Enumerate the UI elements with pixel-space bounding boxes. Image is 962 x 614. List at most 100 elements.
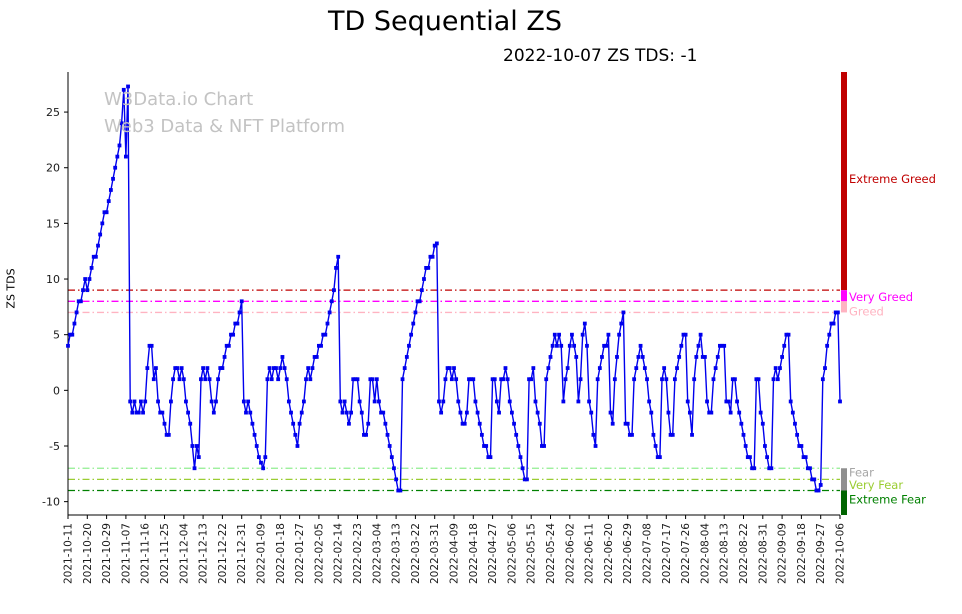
x-tick-label: 2022-02-14 xyxy=(333,523,345,584)
series-marker xyxy=(655,455,660,460)
series-marker xyxy=(795,432,800,437)
series-marker xyxy=(514,432,519,437)
series-marker xyxy=(347,421,351,426)
series-marker xyxy=(572,343,576,348)
series-marker xyxy=(565,366,570,370)
series-marker xyxy=(728,410,733,415)
series-marker xyxy=(507,399,512,404)
x-tick-label: 2021-10-20 xyxy=(82,523,94,584)
series-marker xyxy=(218,366,223,370)
x-tick-label: 2022-04-09 xyxy=(449,523,461,584)
series-marker xyxy=(344,410,349,415)
zone-bar xyxy=(841,490,847,515)
series-marker xyxy=(411,321,416,326)
watermark: W3Data.io Chart Web3 Data & NFT Platform xyxy=(104,86,345,140)
series-marker xyxy=(314,355,319,359)
x-tick-label: 2021-12-31 xyxy=(236,523,248,584)
series-marker xyxy=(252,432,257,437)
x-tick-label: 2021-10-11 xyxy=(63,523,75,584)
x-tick-label: 2022-08-22 xyxy=(738,523,750,584)
series-marker xyxy=(788,399,793,404)
series-marker xyxy=(207,377,212,382)
series-marker xyxy=(786,332,791,337)
series-marker xyxy=(737,410,742,415)
x-tick-label: 2022-07-08 xyxy=(642,523,654,584)
series-marker xyxy=(278,366,283,370)
series-marker xyxy=(574,355,579,359)
series-marker xyxy=(104,210,109,215)
x-tick-label: 2022-05-06 xyxy=(506,523,518,584)
series-marker xyxy=(355,377,360,382)
series-marker xyxy=(745,455,750,460)
series-marker xyxy=(632,377,637,382)
series-marker xyxy=(91,254,96,259)
series-marker xyxy=(735,399,739,404)
series-marker xyxy=(119,121,124,126)
series-marker xyxy=(730,377,735,382)
series-marker xyxy=(535,410,540,415)
series-marker xyxy=(516,444,521,448)
series-marker xyxy=(387,444,392,448)
series-marker xyxy=(582,321,587,326)
series-marker xyxy=(166,432,171,437)
zone-label: Very Fear xyxy=(849,478,903,492)
series-marker xyxy=(477,421,482,426)
x-tick-label: 2022-06-11 xyxy=(584,523,596,584)
series-marker xyxy=(767,466,772,471)
series-marker xyxy=(132,399,137,404)
series-marker xyxy=(186,410,190,415)
series-marker xyxy=(74,310,79,315)
series-marker xyxy=(640,355,645,359)
series-marker xyxy=(660,377,664,382)
series-marker xyxy=(782,343,787,348)
series-marker xyxy=(115,154,120,159)
series-marker xyxy=(606,332,611,337)
series-marker xyxy=(709,410,714,415)
series-marker xyxy=(805,466,810,471)
y-tick-label: -10 xyxy=(42,496,60,509)
series-marker xyxy=(696,343,701,348)
series-marker xyxy=(690,432,694,437)
series-marker xyxy=(630,432,634,437)
series-marker xyxy=(111,176,115,181)
series-marker xyxy=(818,483,823,487)
series-marker xyxy=(130,410,135,415)
series-marker xyxy=(784,332,789,337)
series-marker xyxy=(259,460,263,465)
series-marker xyxy=(720,343,724,348)
series-marker xyxy=(364,432,368,437)
series-marker xyxy=(87,277,92,281)
series-marker xyxy=(733,377,737,382)
series-marker xyxy=(621,310,626,315)
series-marker xyxy=(426,265,431,270)
series-marker xyxy=(482,444,486,448)
series-marker xyxy=(205,366,210,370)
series-marker xyxy=(754,377,759,382)
series-marker xyxy=(649,410,654,415)
series-marker xyxy=(136,410,141,415)
zone-bar xyxy=(841,468,847,491)
series-marker xyxy=(642,366,647,370)
series-marker xyxy=(544,377,549,382)
series-marker xyxy=(775,377,780,382)
x-tick-label: 2022-03-22 xyxy=(410,523,422,584)
zone-label: Extreme Greed xyxy=(849,172,936,186)
series-marker xyxy=(823,366,827,370)
series-marker xyxy=(327,310,332,315)
series-marker xyxy=(430,254,435,259)
series-marker xyxy=(286,399,291,404)
series-marker xyxy=(246,399,251,404)
series-marker xyxy=(533,399,538,404)
series-marker xyxy=(503,366,508,370)
chart-title: TD Sequential ZS xyxy=(328,6,562,37)
series-marker xyxy=(181,377,186,382)
y-tick-label: 25 xyxy=(46,106,60,119)
series-marker xyxy=(812,477,817,482)
series-marker xyxy=(831,321,836,326)
x-tick-label: 2022-09-18 xyxy=(796,523,808,584)
x-tick-label: 2022-07-26 xyxy=(680,523,692,584)
series-marker xyxy=(85,288,90,293)
series-marker xyxy=(722,343,727,348)
series-marker xyxy=(627,432,632,437)
series-marker xyxy=(319,343,323,348)
